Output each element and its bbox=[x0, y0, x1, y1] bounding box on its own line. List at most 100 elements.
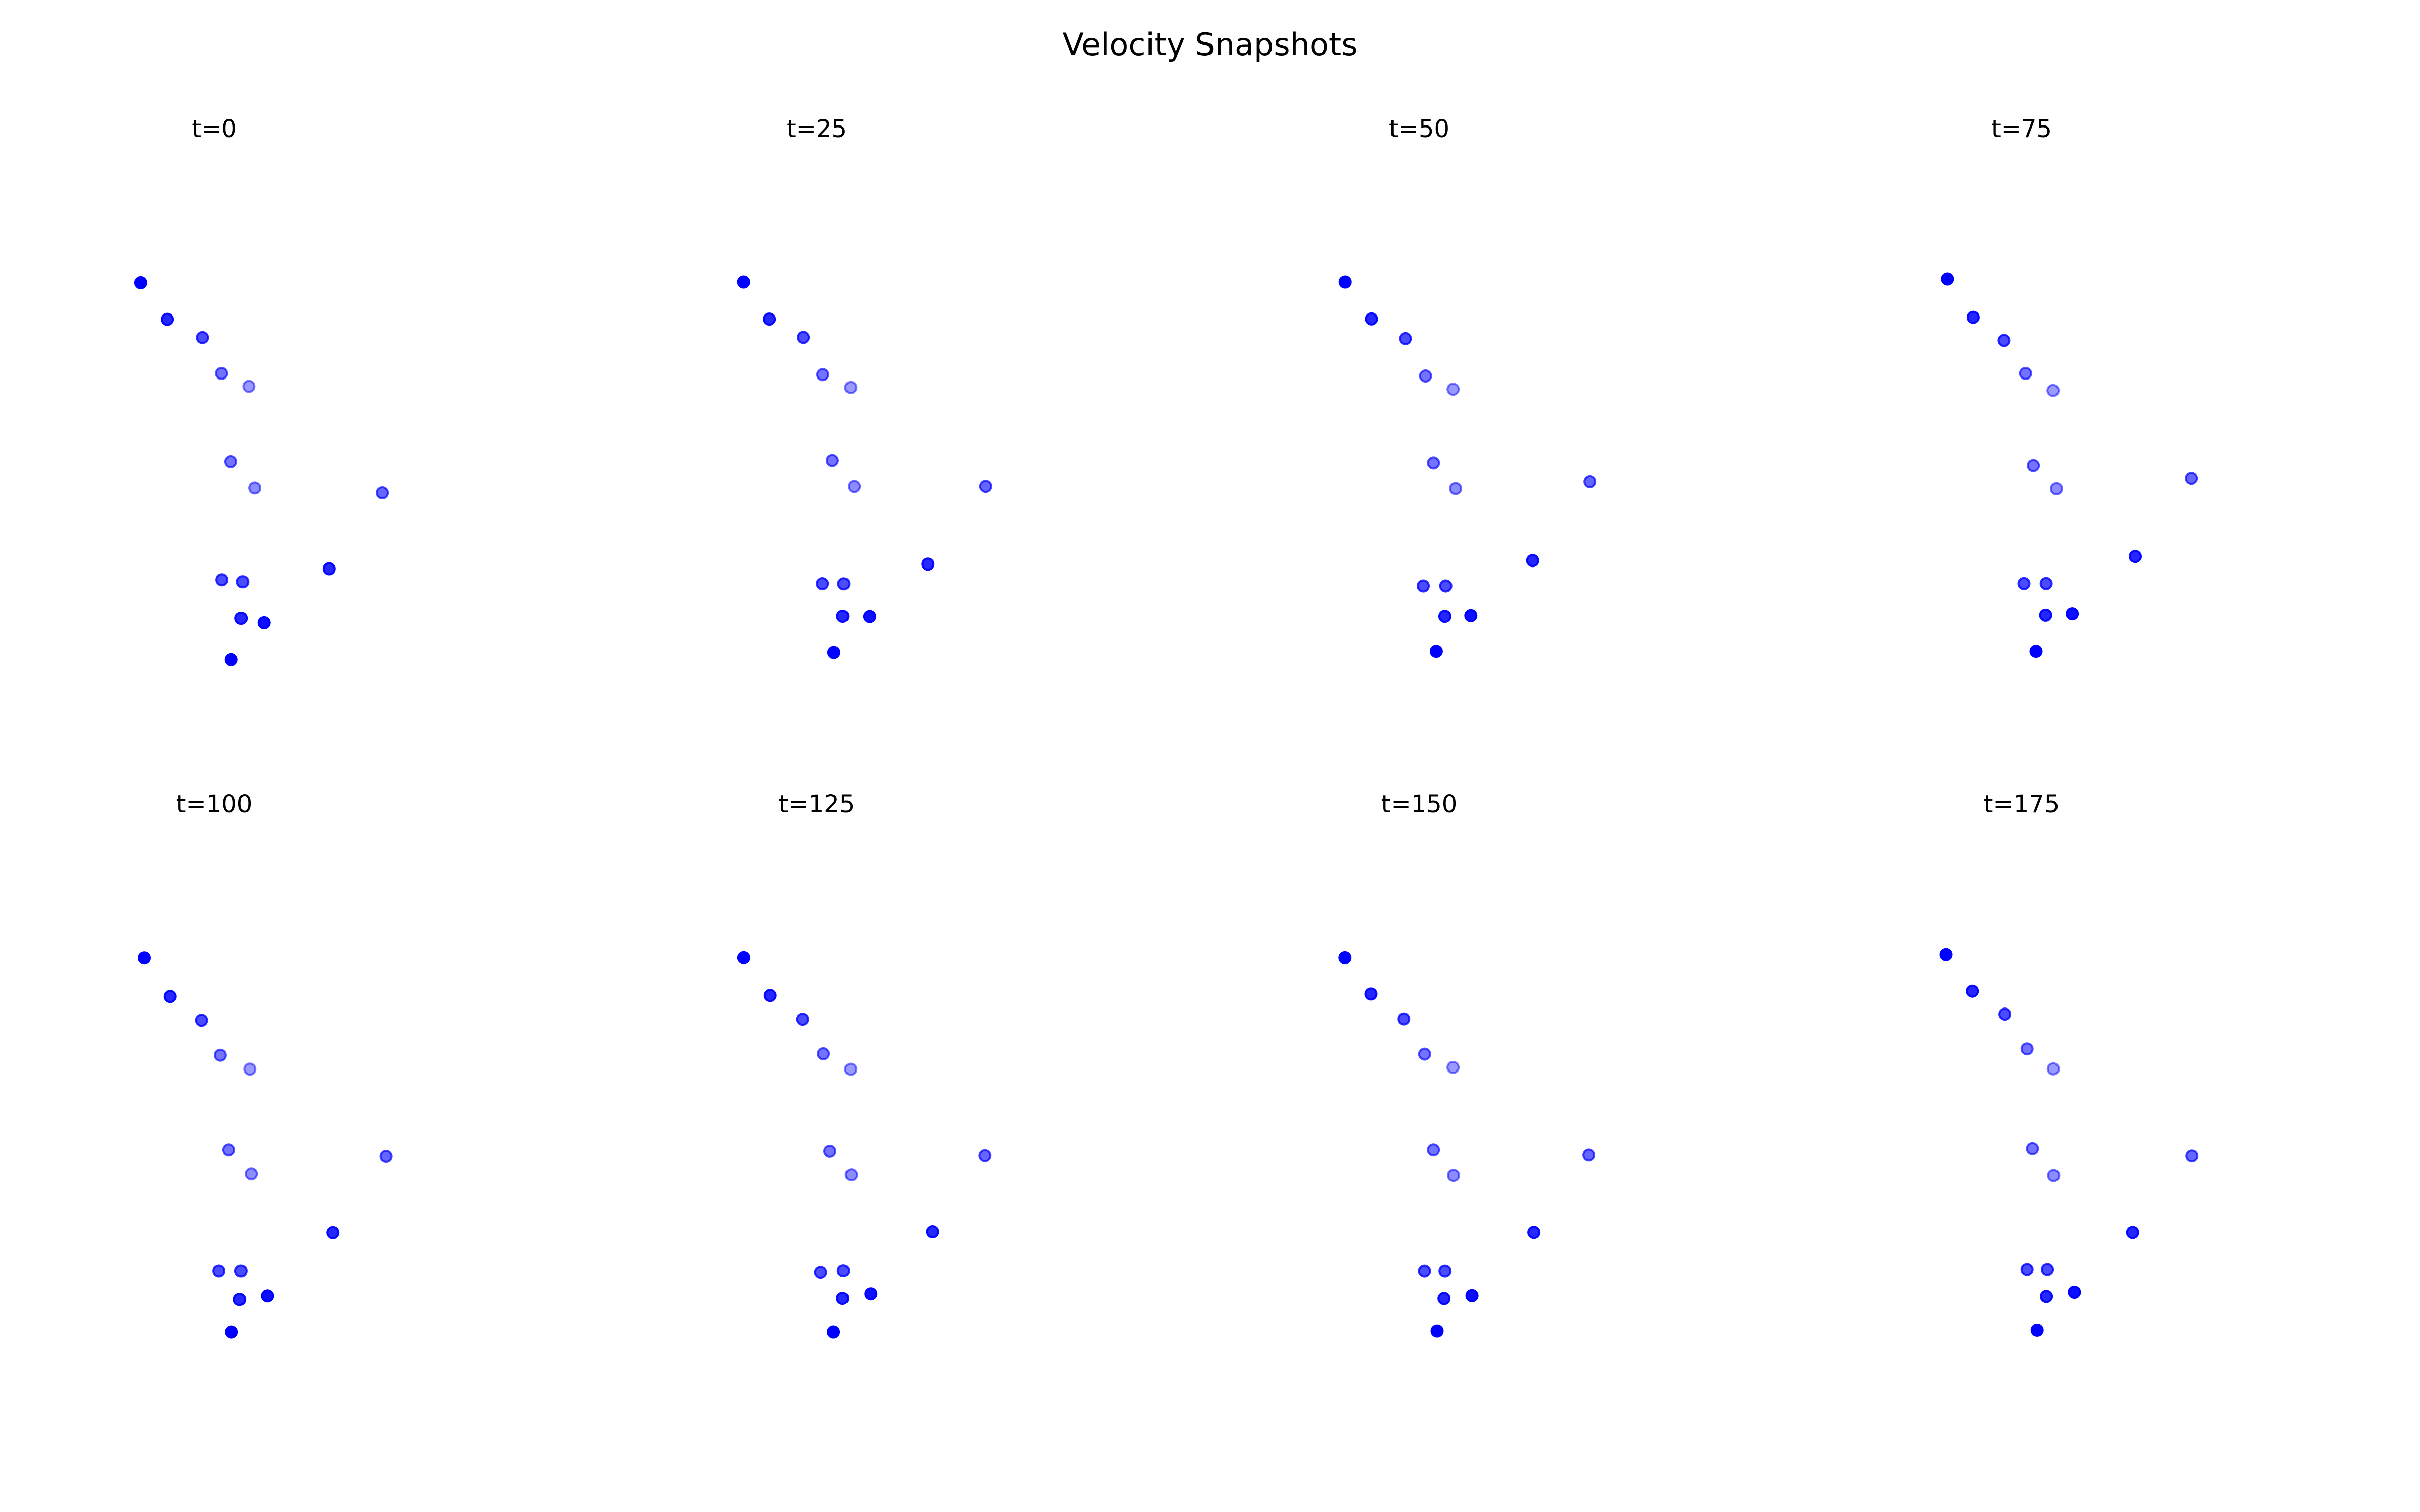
panel-3: t=50 bbox=[1338, 115, 1597, 658]
data-point bbox=[1338, 951, 1352, 964]
data-point bbox=[1418, 1264, 1431, 1278]
data-point bbox=[213, 1048, 227, 1062]
data-point bbox=[825, 454, 839, 467]
data-point bbox=[2041, 1263, 2054, 1276]
data-point bbox=[1427, 456, 1440, 470]
data-point bbox=[1437, 1292, 1451, 1305]
data-point bbox=[2049, 482, 2063, 495]
data-point bbox=[379, 1150, 393, 1163]
data-point bbox=[2066, 607, 2079, 621]
data-point bbox=[196, 331, 209, 344]
data-point bbox=[2046, 1062, 2060, 1076]
data-point bbox=[1526, 554, 1539, 568]
data-point bbox=[1449, 482, 1463, 495]
data-point bbox=[2029, 645, 2043, 658]
data-point bbox=[848, 480, 861, 493]
data-point bbox=[979, 480, 992, 493]
data-point bbox=[245, 1167, 258, 1181]
data-point bbox=[215, 366, 228, 380]
data-point bbox=[978, 1149, 992, 1162]
data-point bbox=[1446, 1060, 1460, 1074]
data-point bbox=[234, 1264, 248, 1278]
data-point bbox=[261, 1289, 274, 1303]
data-point bbox=[248, 481, 262, 495]
data-point bbox=[836, 1264, 850, 1278]
data-point bbox=[134, 276, 147, 289]
data-point bbox=[2020, 1263, 2034, 1276]
data-point bbox=[763, 989, 777, 1002]
data-point bbox=[864, 1287, 878, 1301]
panel-5: t=100 bbox=[138, 790, 393, 1339]
data-point bbox=[224, 653, 238, 666]
data-point bbox=[2046, 384, 2060, 397]
data-point bbox=[2027, 459, 2040, 472]
data-point bbox=[836, 610, 850, 623]
data-point bbox=[2030, 1323, 2044, 1337]
data-point bbox=[2185, 472, 2198, 485]
data-point bbox=[827, 646, 840, 659]
panel-title: t=0 bbox=[192, 115, 237, 143]
data-point bbox=[1998, 1007, 2012, 1021]
panel-title: t=75 bbox=[1991, 115, 2052, 143]
data-point bbox=[2129, 550, 2142, 563]
panels-grid: t=0 t=25 t=50 t=75 t=100 t=125 t=150 t=175 bbox=[134, 115, 2199, 1339]
data-point bbox=[322, 562, 336, 576]
data-point bbox=[2126, 1226, 2139, 1239]
data-point bbox=[222, 1143, 235, 1157]
panel-1: t=0 bbox=[134, 115, 389, 666]
data-point bbox=[1438, 610, 1451, 623]
panel-title: t=150 bbox=[1381, 790, 1458, 818]
data-point bbox=[1338, 275, 1352, 289]
panel-7: t=150 bbox=[1338, 790, 1596, 1338]
data-point bbox=[1439, 579, 1453, 593]
data-point bbox=[1527, 1226, 1541, 1239]
data-point bbox=[797, 331, 810, 344]
data-point bbox=[1364, 987, 1378, 1001]
data-point bbox=[215, 573, 229, 587]
data-point bbox=[844, 381, 858, 394]
data-point bbox=[1966, 984, 1979, 998]
data-point bbox=[1399, 332, 1412, 345]
data-point bbox=[816, 368, 829, 382]
panel-title: t=50 bbox=[1389, 115, 1449, 143]
data-point bbox=[1939, 948, 1953, 961]
data-point bbox=[823, 1144, 836, 1158]
data-point bbox=[2017, 577, 2031, 590]
data-point bbox=[212, 1264, 226, 1278]
data-point bbox=[2047, 1169, 2061, 1182]
data-point bbox=[1582, 1148, 1596, 1162]
data-point bbox=[1464, 609, 1478, 622]
data-point bbox=[796, 1013, 809, 1026]
data-point bbox=[1446, 383, 1460, 396]
data-point bbox=[138, 951, 151, 965]
data-point bbox=[1465, 1289, 1479, 1302]
data-point bbox=[1966, 310, 1980, 324]
panel-2: t=25 bbox=[737, 115, 992, 659]
figure-title: Velocity Snapshots bbox=[1062, 26, 1357, 63]
data-point bbox=[2039, 577, 2053, 590]
data-point bbox=[863, 610, 876, 623]
data-point bbox=[2068, 1286, 2081, 1299]
data-point bbox=[2026, 1142, 2039, 1155]
data-point bbox=[763, 312, 776, 326]
data-point bbox=[844, 1062, 858, 1076]
panel-title: t=100 bbox=[176, 790, 253, 818]
data-point bbox=[257, 616, 271, 629]
data-point bbox=[814, 1266, 827, 1279]
data-point bbox=[376, 486, 389, 499]
data-point bbox=[1447, 1169, 1460, 1182]
data-point bbox=[1417, 579, 1430, 593]
data-point bbox=[163, 990, 177, 1003]
data-point bbox=[1419, 369, 1432, 383]
data-point bbox=[225, 1325, 238, 1339]
panel-title: t=125 bbox=[779, 790, 855, 818]
data-point bbox=[161, 312, 174, 326]
panel-6: t=125 bbox=[737, 790, 992, 1339]
data-point bbox=[2039, 608, 2052, 622]
data-point bbox=[817, 1047, 830, 1060]
data-point bbox=[926, 1225, 939, 1238]
data-point bbox=[1997, 334, 2011, 347]
data-point bbox=[1365, 312, 1378, 326]
